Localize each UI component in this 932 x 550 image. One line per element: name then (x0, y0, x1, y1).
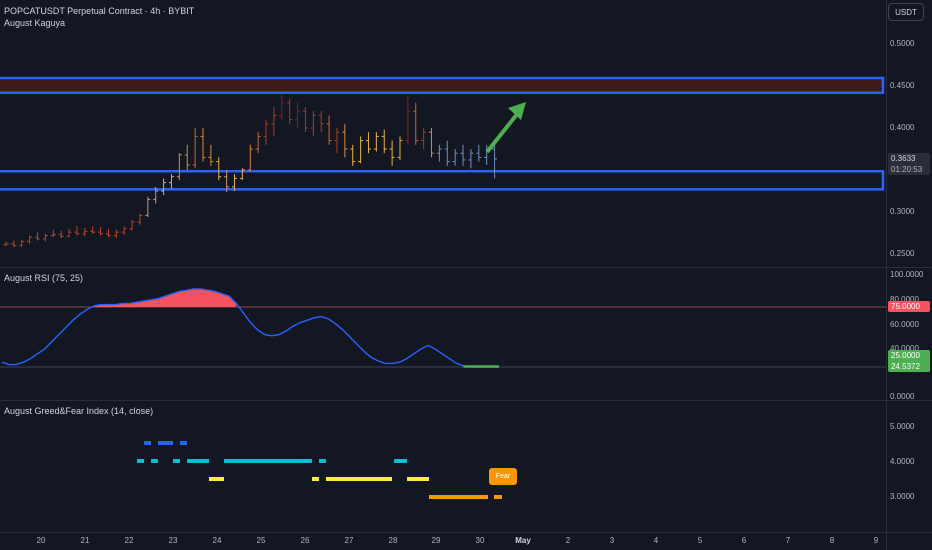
rsi-tick: 60.0000 (890, 320, 919, 329)
greed-fear-segment (494, 495, 502, 499)
support-zone (0, 170, 885, 191)
price-tick: 0.2500 (890, 249, 915, 258)
greed-fear-segment (394, 459, 407, 463)
time-tick: 9 (873, 536, 879, 545)
fear-tag: Fear (489, 468, 517, 485)
greed-fear-segment (312, 477, 319, 481)
time-axis-separator (0, 532, 932, 533)
greed-fear-segment (173, 459, 180, 463)
price-tick: 0.4000 (890, 123, 915, 132)
greed-fear-segment (407, 477, 429, 481)
gf-tick: 5.0000 (890, 422, 915, 431)
price-tick: 0.5000 (890, 39, 915, 48)
pane-separator[interactable] (0, 267, 932, 268)
time-tick: 4 (653, 536, 659, 545)
price-tick: 0.4500 (890, 81, 915, 90)
rsi-lower-badge: 25.0000 (888, 350, 930, 361)
time-tick: 22 (124, 536, 134, 545)
last-price-badge: 0.3633 (888, 153, 930, 164)
greed-fear-segment (158, 441, 173, 445)
rsi-value-badge: 24.5372 (888, 361, 930, 372)
time-tick: 23 (168, 536, 178, 545)
greed-fear-segment (144, 441, 151, 445)
time-tick: 7 (785, 536, 791, 545)
currency-button[interactable]: USDT (888, 3, 924, 21)
time-tick: 29 (431, 536, 441, 545)
rsi-overbought-fill (94, 289, 237, 307)
rsi-title[interactable]: August RSI (75, 25) (4, 273, 84, 283)
rsi-tick: 80.0000 (890, 295, 919, 304)
greed-fear-segment (187, 459, 209, 463)
time-tick: 6 (741, 536, 747, 545)
price-tick: 0.3000 (890, 207, 915, 216)
time-tick: 30 (475, 536, 485, 545)
time-tick: 5 (697, 536, 703, 545)
greed-fear-segment (137, 459, 144, 463)
time-tick: 27 (344, 536, 354, 545)
rsi-tick: 40.0000 (890, 344, 919, 353)
rsi-upper-badge: 75.0000 (888, 301, 930, 312)
gf-tick: 3.0000 (890, 492, 915, 501)
rsi-line (1, 288, 499, 368)
gf-tick: 4.0000 (890, 457, 915, 466)
time-tick: 2 (565, 536, 571, 545)
time-tick: 28 (388, 536, 398, 545)
rsi-tick: 100.0000 (890, 270, 924, 279)
pane-separator[interactable] (0, 400, 932, 401)
trend-arrow-head (508, 102, 526, 120)
greed-fear-segment (151, 459, 158, 463)
symbol-title[interactable]: POPCATUSDT Perpetual Contract · 4h · BYB… (4, 6, 195, 16)
price-axis[interactable] (886, 0, 932, 550)
countdown-badge: 01:20:53 (888, 164, 930, 175)
time-tick: 3 (609, 536, 615, 545)
greed-fear-segment (319, 459, 326, 463)
time-tick: 8 (829, 536, 835, 545)
trend-arrow-shaft (485, 111, 520, 154)
time-tick: 26 (300, 536, 310, 545)
rsi-tick: 0.0000 (890, 392, 915, 401)
time-tick: May (515, 536, 531, 545)
time-tick: 20 (36, 536, 46, 545)
greed-fear-segment (326, 477, 392, 481)
greed-fear-segment (180, 441, 187, 445)
time-tick: 21 (80, 536, 90, 545)
time-tick: 25 (256, 536, 266, 545)
greed-fear-segment (209, 477, 224, 481)
resistance-zone (0, 76, 885, 94)
greed-fear-title[interactable]: August Greed&Fear Index (14, close) (4, 406, 154, 416)
indicator-title[interactable]: August Kaguya (4, 18, 66, 28)
greed-fear-segment (429, 495, 488, 499)
greed-fear-segment (224, 459, 312, 463)
time-tick: 24 (212, 536, 222, 545)
